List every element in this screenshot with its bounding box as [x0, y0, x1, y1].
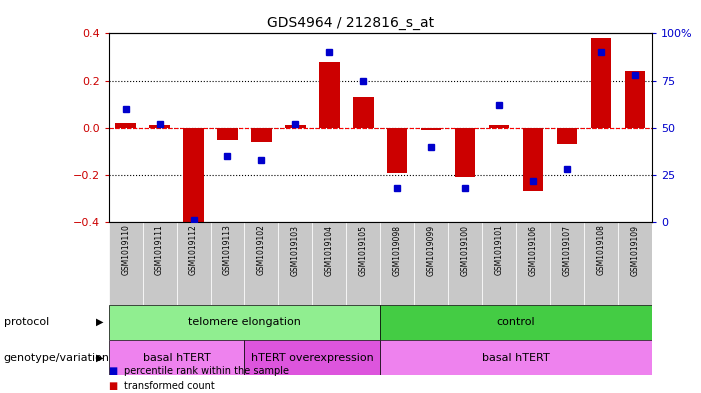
Bar: [278, 222, 313, 305]
Bar: [177, 222, 210, 305]
Text: GSM1019104: GSM1019104: [325, 224, 334, 275]
Bar: [557, 128, 577, 144]
Bar: [313, 222, 346, 305]
Text: GSM1019102: GSM1019102: [257, 224, 266, 275]
Text: GSM1019103: GSM1019103: [291, 224, 300, 275]
Text: GDS4964 / 212816_s_at: GDS4964 / 212816_s_at: [267, 16, 434, 30]
Bar: [523, 128, 543, 191]
Text: GSM1019101: GSM1019101: [495, 224, 503, 275]
Text: GSM1019106: GSM1019106: [529, 224, 538, 275]
Text: basal hTERT: basal hTERT: [143, 353, 210, 363]
Text: protocol: protocol: [4, 317, 49, 327]
Text: GSM1019112: GSM1019112: [189, 224, 198, 275]
Bar: [414, 222, 448, 305]
Bar: [245, 340, 381, 375]
Bar: [251, 128, 272, 142]
Bar: [489, 125, 510, 128]
Text: control: control: [497, 317, 536, 327]
Text: GSM1019111: GSM1019111: [155, 224, 164, 275]
Bar: [625, 71, 645, 128]
Text: GSM1019099: GSM1019099: [427, 224, 436, 275]
Text: ■: ■: [109, 381, 121, 391]
Bar: [584, 222, 618, 305]
Text: GSM1019109: GSM1019109: [630, 224, 639, 275]
Bar: [346, 222, 381, 305]
Bar: [516, 222, 550, 305]
Text: genotype/variation: genotype/variation: [4, 353, 109, 363]
Bar: [217, 128, 238, 140]
Bar: [109, 340, 245, 375]
Text: ▶: ▶: [95, 353, 103, 363]
Bar: [319, 62, 339, 128]
Bar: [387, 128, 407, 173]
Text: GSM1019100: GSM1019100: [461, 224, 470, 275]
Bar: [448, 222, 482, 305]
Text: ■: ■: [109, 366, 121, 376]
Bar: [421, 128, 442, 130]
Bar: [550, 222, 584, 305]
Bar: [353, 97, 374, 128]
Text: GSM1019108: GSM1019108: [597, 224, 606, 275]
Text: GSM1019107: GSM1019107: [562, 224, 571, 275]
Bar: [618, 222, 652, 305]
Bar: [210, 222, 245, 305]
Bar: [142, 222, 177, 305]
Bar: [149, 125, 170, 128]
Bar: [109, 222, 142, 305]
Text: ▶: ▶: [95, 317, 103, 327]
Bar: [285, 125, 306, 128]
Bar: [381, 222, 414, 305]
Text: percentile rank within the sample: percentile rank within the sample: [124, 366, 289, 376]
Text: GSM1019098: GSM1019098: [393, 224, 402, 275]
Bar: [482, 222, 516, 305]
Text: hTERT overexpression: hTERT overexpression: [251, 353, 374, 363]
Bar: [381, 340, 652, 375]
Bar: [116, 123, 136, 128]
Text: transformed count: transformed count: [124, 381, 215, 391]
Text: telomere elongation: telomere elongation: [188, 317, 301, 327]
Text: basal hTERT: basal hTERT: [482, 353, 550, 363]
Bar: [381, 305, 652, 340]
Bar: [245, 222, 278, 305]
Bar: [184, 128, 204, 222]
Bar: [591, 38, 611, 128]
Text: GSM1019110: GSM1019110: [121, 224, 130, 275]
Text: GSM1019113: GSM1019113: [223, 224, 232, 275]
Bar: [109, 305, 381, 340]
Bar: [455, 128, 475, 177]
Text: GSM1019105: GSM1019105: [359, 224, 368, 275]
